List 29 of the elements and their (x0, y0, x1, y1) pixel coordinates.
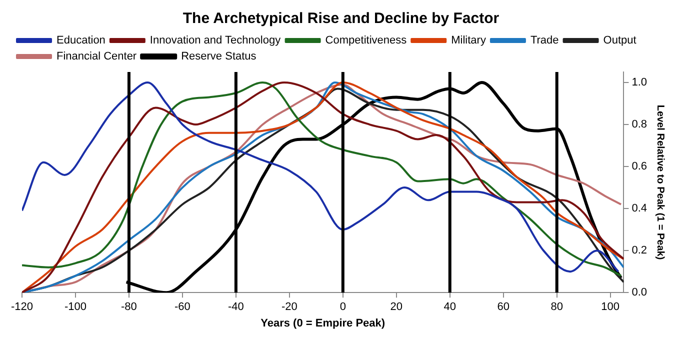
legend-label: Financial Center (56, 50, 137, 63)
legend-label: Military (451, 34, 486, 47)
x-tick-label: -120 (10, 301, 34, 314)
legend-label: Innovation and Technology (150, 34, 282, 47)
y-tick-label: 1.0 (632, 76, 648, 89)
y-tick-label: 0.8 (632, 118, 648, 131)
legend-label: Reserve Status (181, 50, 257, 63)
x-tick-label: -20 (281, 301, 298, 314)
x-tick-label: 0 (340, 301, 346, 314)
legend-label: Trade (530, 34, 559, 47)
x-tick-label: 20 (390, 301, 403, 314)
y-tick-label: 0.0 (632, 286, 648, 299)
x-tick-label: -100 (64, 301, 87, 314)
legend-label: Output (603, 34, 636, 47)
chart-title: The Archetypical Rise and Decline by Factor (182, 10, 500, 28)
x-tick-label: 40 (444, 301, 456, 314)
y-axis-title: Level Relative to Peak (1 = Peak) (654, 104, 666, 260)
x-tick-label: 80 (550, 301, 563, 314)
x-tick-label: 100 (601, 301, 620, 314)
y-tick-label: 0.2 (632, 244, 648, 257)
x-tick-label: -80 (121, 301, 137, 314)
legend-label: Education (56, 34, 106, 47)
x-tick-label: 60 (497, 301, 510, 314)
x-axis-title: Years (0 = Empire Peak) (260, 317, 386, 330)
x-tick-label: -40 (228, 301, 244, 314)
legend-label: Competitiveness (325, 34, 408, 47)
x-tick-label: -60 (174, 301, 190, 314)
y-tick-label: 0.6 (632, 160, 648, 173)
y-tick-label: 0.4 (632, 202, 648, 215)
